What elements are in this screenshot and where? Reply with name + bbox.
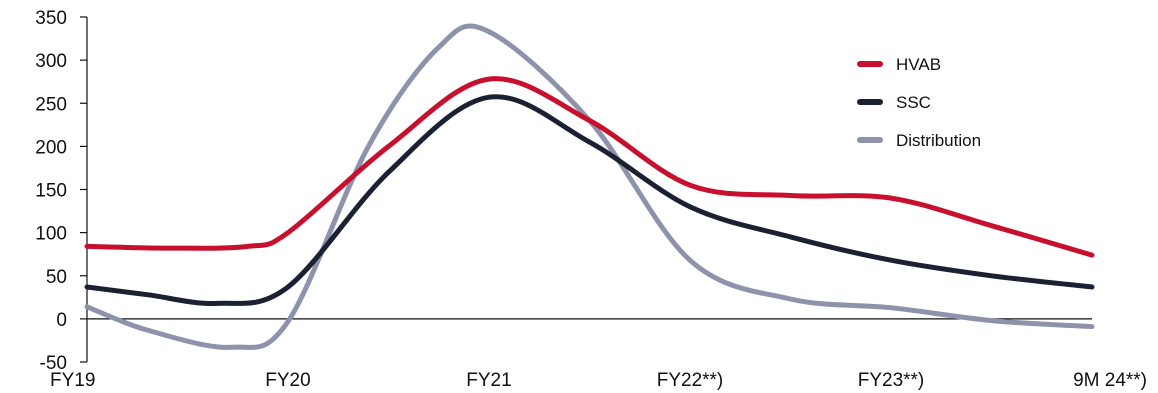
x-axis: FY19 FY20 FY21 FY22**) FY23**) 9M 24**): [50, 318, 1147, 391]
series-line-hvab: [84, 76, 1095, 258]
x-tick-label: 9M 24**): [1073, 370, 1147, 391]
y-tick-label: 200: [35, 137, 67, 158]
y-tick-label: 150: [35, 181, 67, 202]
x-tick-label: FY20: [265, 370, 310, 391]
y-tick-label: 50: [46, 267, 67, 288]
legend-label-distribution: Distribution: [896, 131, 981, 150]
x-tick-label: FY21: [466, 370, 511, 391]
x-tick-label: FY22**): [657, 370, 724, 391]
y-tick-label: 300: [35, 51, 67, 72]
y-axis: 350 300 250 200 150 100 50 0 -50: [35, 8, 88, 374]
y-tick-label: -50: [40, 353, 67, 374]
series-line-ssc: [84, 94, 1095, 307]
y-tick-label: 250: [35, 94, 67, 115]
y-tick-label: 0: [56, 310, 67, 331]
x-tick-label: FY23**): [858, 370, 925, 391]
legend-label-hvab: HVAB: [896, 55, 941, 74]
y-tick-label: 100: [35, 224, 67, 245]
legend: HVAB SSC Distribution: [857, 55, 981, 150]
y-tick-label: 350: [35, 8, 67, 29]
series-line-distribution: [84, 23, 1095, 350]
series-lines: [84, 23, 1095, 350]
x-tick-label: FY19: [50, 370, 95, 391]
legend-label-ssc: SSC: [896, 93, 931, 112]
